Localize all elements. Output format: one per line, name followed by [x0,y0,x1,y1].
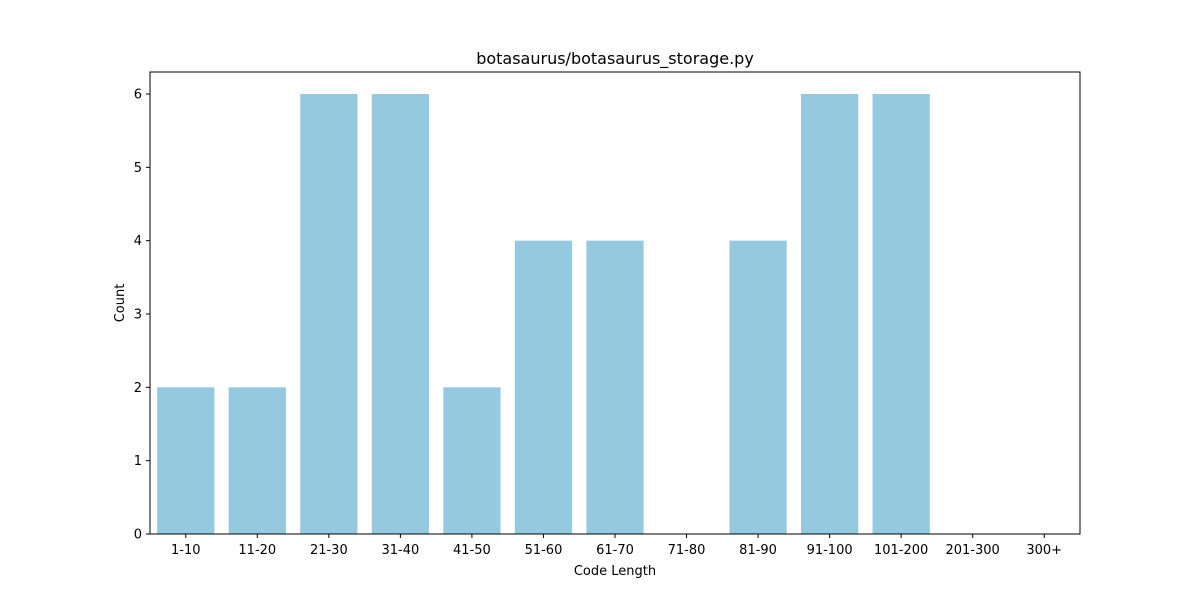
x-tick-label: 201-300 [946,543,1000,558]
y-tick-label: 2 [134,381,142,396]
x-tick-label: 31-40 [381,543,419,558]
bar-51-60 [514,240,573,534]
bar-91-100 [801,94,859,534]
bar-41-50 [443,387,501,534]
y-tick-label: 0 [134,528,142,543]
bar-21-30 [300,94,358,534]
x-tick-label: 21-30 [310,543,348,558]
bar-11-20 [228,387,286,534]
y-axis: 0 1 2 3 4 5 6 [134,88,150,543]
x-tick-label: 61-70 [596,543,634,558]
bar-61-70 [586,240,644,534]
y-tick-label: 4 [134,234,142,249]
x-tick-label: 71-80 [668,543,706,558]
bar-81-90 [729,240,787,534]
x-tick-label: 51-60 [525,543,563,558]
bars-layer [157,94,930,534]
x-tick-label: 1-10 [171,543,201,558]
bar-1-10 [157,387,215,534]
bar-101-200 [872,94,930,534]
y-axis-label: Count [113,284,128,323]
y-tick-label: 3 [134,308,142,323]
chart-title: botasaurus/botasaurus_storage.py [476,49,754,69]
x-tick-label: 101-200 [874,543,928,558]
x-tick-label: 11-20 [238,543,276,558]
x-tick-label: 41-50 [453,543,491,558]
x-tick-label: 81-90 [739,543,777,558]
x-axis: 1-10 11-20 21-30 31-40 41-50 51-60 61-70 71-80 8… [171,534,1062,558]
y-tick-label: 5 [134,161,142,176]
x-tick-label: 91-100 [807,543,853,558]
y-tick-label: 6 [134,88,142,103]
bar-31-40 [371,94,429,534]
x-axis-label: Code Length [574,564,656,579]
x-tick-label: 300+ [1026,543,1062,558]
y-tick-label: 1 [134,454,142,469]
